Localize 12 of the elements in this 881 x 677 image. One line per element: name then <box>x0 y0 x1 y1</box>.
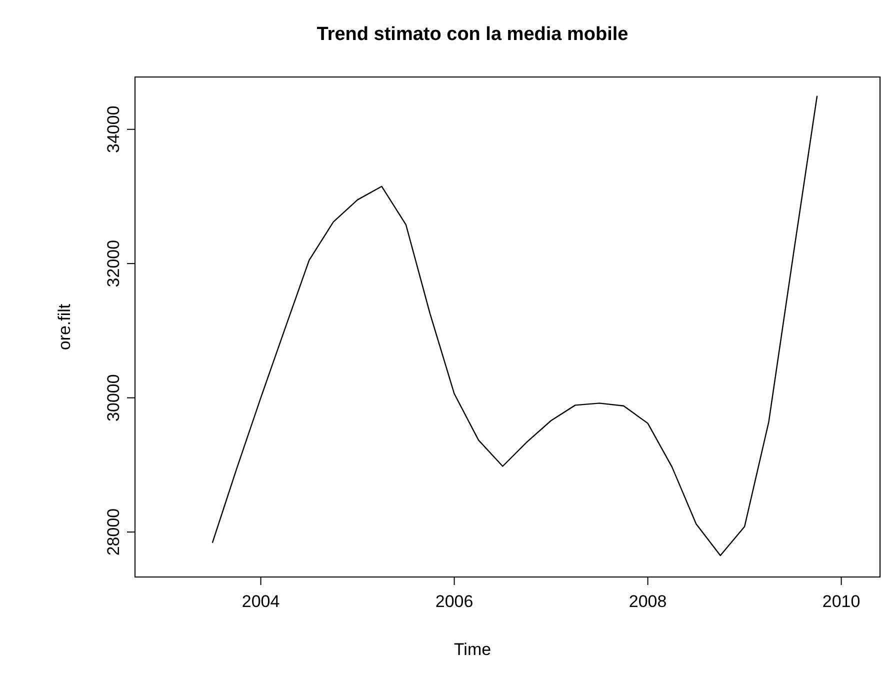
y-tick-label: 28000 <box>104 508 123 556</box>
x-tick-label: 2006 <box>435 592 474 611</box>
x-axis-title: Time <box>454 640 492 659</box>
y-tick-label: 32000 <box>104 240 123 288</box>
x-tick-label: 2008 <box>628 592 667 611</box>
x-tick-label: 2010 <box>822 592 860 611</box>
chart-title: Trend stimato con la media mobile <box>316 24 628 45</box>
y-tick-label: 34000 <box>104 106 123 153</box>
x-tick-label: 2004 <box>242 592 280 611</box>
y-tick-label: 30000 <box>104 374 123 422</box>
line-series <box>212 95 818 556</box>
y-axis-title: ore.filt <box>55 304 74 350</box>
